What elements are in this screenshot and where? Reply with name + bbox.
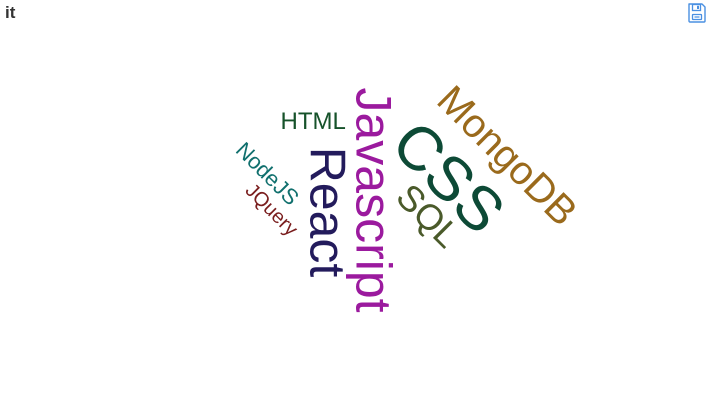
page-title: it — [5, 3, 16, 22]
word-react: React — [298, 146, 355, 278]
save-as-image-button[interactable] — [686, 2, 708, 24]
word-html: HTML — [280, 108, 346, 135]
word-javascript: Javascript — [345, 87, 402, 313]
save-icon — [688, 3, 706, 23]
